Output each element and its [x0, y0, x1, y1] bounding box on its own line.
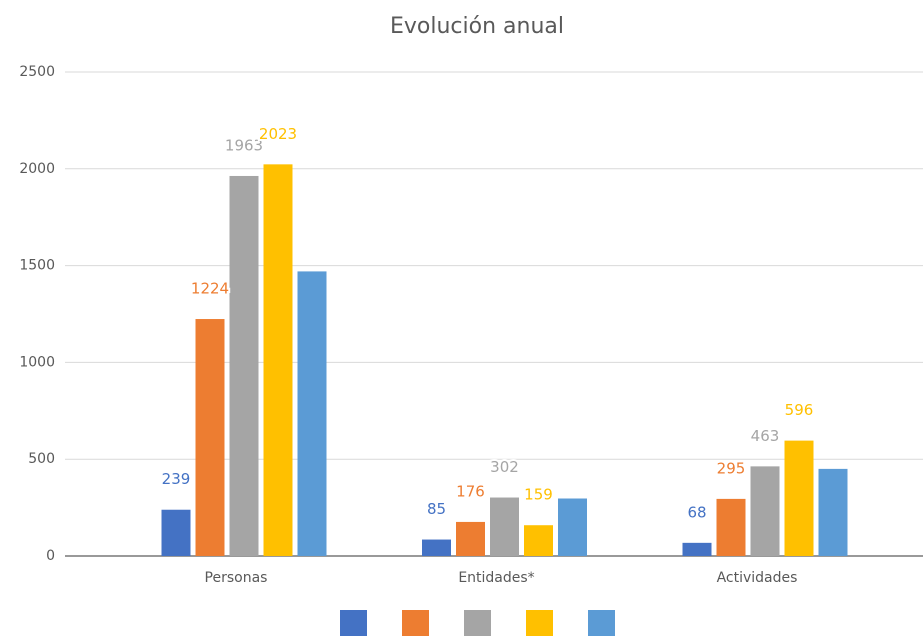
data-label: 295: [717, 459, 746, 477]
bar: [524, 525, 553, 556]
bar: [422, 539, 451, 556]
y-tick-label: 2000: [19, 161, 55, 177]
bar: [490, 497, 519, 556]
data-label: 302: [490, 458, 519, 476]
data-label: 85: [427, 500, 446, 518]
bar: [456, 521, 485, 556]
data-label: 2023: [259, 125, 297, 143]
bar: [263, 164, 293, 556]
x-tick-label: Entidades*: [458, 570, 534, 586]
bar: [716, 498, 746, 556]
y-tick-label: 1500: [19, 258, 55, 274]
legend-swatch: [340, 610, 367, 636]
bar: [682, 542, 712, 556]
legend-swatch: [464, 610, 491, 636]
data-label: 1963: [225, 136, 263, 154]
data-label: 176: [456, 482, 485, 500]
data-label: 239: [162, 470, 191, 488]
legend-swatch: [526, 610, 553, 636]
bar: [784, 440, 814, 556]
y-tick-label: 0: [46, 548, 55, 564]
data-label: 68: [687, 503, 706, 521]
chart-title: Evolución anual: [390, 14, 564, 39]
legend-swatch: [588, 610, 615, 636]
bar: [297, 271, 327, 556]
x-tick-label: Personas: [205, 570, 268, 586]
x-tick-label: Actividades: [717, 570, 798, 586]
y-tick-label: 1000: [19, 354, 55, 370]
data-label: 463: [751, 427, 780, 445]
bar: [195, 319, 225, 556]
legend-swatch: [402, 610, 429, 636]
bar: [750, 466, 780, 556]
y-tick-label: 500: [28, 451, 55, 467]
bar: [161, 509, 191, 556]
bar: [558, 498, 587, 556]
y-tick-label: 2500: [19, 64, 55, 80]
bar: [818, 468, 848, 556]
data-label: 159: [524, 486, 553, 504]
bar: [229, 175, 259, 556]
data-label: 596: [785, 401, 814, 419]
data-label: 1224: [191, 280, 229, 298]
